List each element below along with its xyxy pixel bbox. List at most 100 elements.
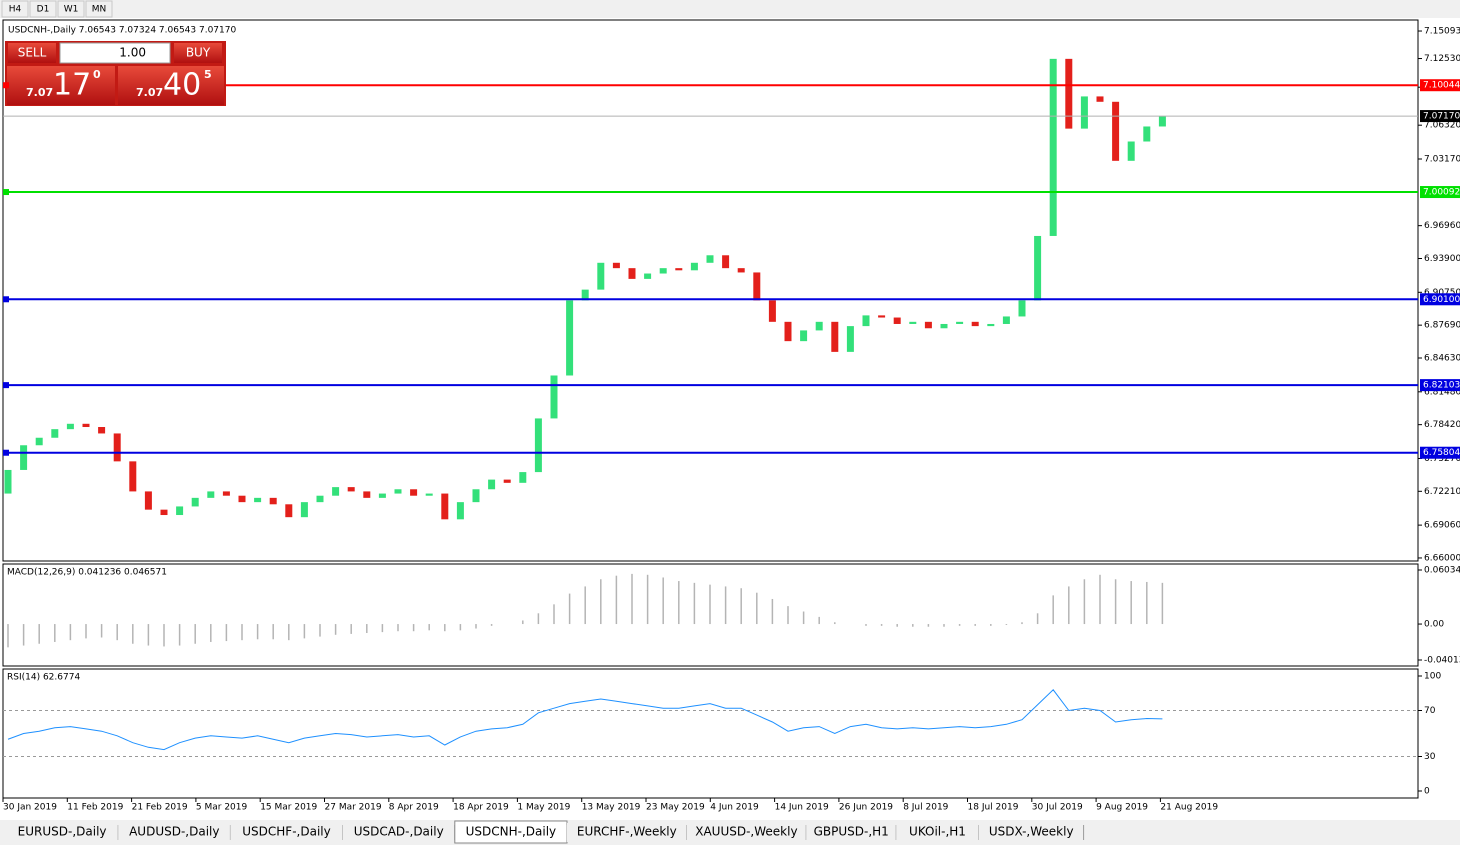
symbol-tab-label[interactable]: USDCAD-,Daily bbox=[354, 825, 444, 839]
timeframe-button[interactable] bbox=[29, 0, 57, 18]
candle bbox=[924, 321, 932, 329]
candle bbox=[113, 433, 121, 462]
candle bbox=[971, 321, 979, 327]
candle bbox=[940, 323, 948, 329]
candle bbox=[534, 418, 542, 473]
symbol-tab[interactable] bbox=[686, 823, 807, 842]
symbol-tab-label[interactable]: EURCHF-,Weekly bbox=[577, 825, 677, 839]
timeframe-button[interactable] bbox=[57, 0, 85, 18]
rsi-line bbox=[7, 689, 1163, 751]
symbol-tab-label[interactable]: USDX-,Weekly bbox=[989, 825, 1074, 839]
symbol-tab[interactable] bbox=[342, 823, 455, 842]
candle bbox=[410, 489, 418, 496]
candle bbox=[956, 321, 964, 324]
date-label: 4 Jun 2019 bbox=[710, 803, 759, 813]
rsi-tick-label: 0 bbox=[1424, 787, 1430, 797]
y-tick-label: 7.12530 bbox=[1424, 54, 1460, 64]
date-label: 8 Jul 2019 bbox=[903, 803, 948, 813]
sell-button[interactable] bbox=[8, 43, 56, 63]
sell-price-pips: 17 bbox=[53, 68, 91, 103]
candle bbox=[425, 493, 433, 496]
symbol-tab[interactable] bbox=[230, 823, 343, 842]
buy-button[interactable] bbox=[174, 43, 222, 63]
date-label: 21 Feb 2019 bbox=[132, 803, 188, 813]
date-label: 5 Mar 2019 bbox=[196, 803, 248, 813]
macd-title: MACD(12,26,9) 0.041236 0.046571 bbox=[7, 568, 167, 578]
symbol-tab-label[interactable]: USDCNH-,Daily bbox=[466, 825, 557, 839]
symbol-tab-label[interactable]: EURUSD-,Daily bbox=[18, 825, 107, 839]
lot-field[interactable] bbox=[59, 42, 171, 64]
rsi-title: RSI(14) 62.6774 bbox=[7, 673, 80, 683]
symbol-tab-label[interactable]: GBPUSD-,H1 bbox=[814, 825, 889, 839]
sell-price-box[interactable] bbox=[7, 66, 115, 105]
candle bbox=[644, 273, 652, 279]
symbol-tab[interactable] bbox=[806, 823, 897, 842]
candle bbox=[1112, 101, 1120, 161]
candle bbox=[1049, 58, 1057, 236]
candle bbox=[1158, 116, 1166, 127]
symbol-tab[interactable] bbox=[118, 823, 231, 842]
candle bbox=[20, 445, 28, 470]
y-tick-label: 6.93900 bbox=[1424, 254, 1460, 264]
timeframe-label[interactable]: MN bbox=[92, 5, 107, 15]
candle bbox=[363, 491, 371, 498]
y-tick-label: 6.84630 bbox=[1424, 353, 1460, 363]
candle bbox=[238, 495, 246, 503]
level-label: 6.82103 bbox=[1423, 381, 1460, 391]
timeframe-label[interactable]: W1 bbox=[64, 5, 79, 15]
candle bbox=[846, 326, 854, 352]
timeframe-button[interactable] bbox=[1, 0, 29, 18]
buy-price-frac: 5 bbox=[204, 68, 212, 81]
candle bbox=[768, 300, 776, 322]
date-label: 11 Feb 2019 bbox=[67, 803, 123, 813]
candle bbox=[300, 502, 308, 518]
y-tick-label: 6.78420 bbox=[1424, 420, 1460, 430]
timeframe-label[interactable]: H4 bbox=[9, 5, 22, 15]
lot-value[interactable]: 1.00 bbox=[119, 46, 146, 60]
symbol-tab[interactable] bbox=[978, 823, 1084, 842]
symbol-tab[interactable] bbox=[6, 823, 119, 842]
buy-label[interactable]: BUY bbox=[186, 46, 211, 60]
symbol-tab[interactable] bbox=[567, 823, 687, 842]
candle bbox=[675, 268, 683, 271]
symbol-tab-label[interactable]: UKOil-,H1 bbox=[909, 825, 966, 839]
candle bbox=[98, 427, 106, 434]
rsi-tick-label: 100 bbox=[1424, 672, 1441, 682]
candle bbox=[144, 491, 152, 510]
sell-label[interactable]: SELL bbox=[18, 46, 47, 60]
y-tick-label: 6.90750 bbox=[1424, 288, 1460, 298]
candle bbox=[597, 262, 605, 290]
main-frame bbox=[2, 19, 1419, 562]
symbol-tab[interactable] bbox=[896, 823, 979, 842]
candle bbox=[519, 472, 527, 483]
timeframe-label[interactable]: D1 bbox=[37, 5, 50, 15]
symbol-tab-label[interactable]: XAUUSD-,Weekly bbox=[695, 825, 797, 839]
level-marker bbox=[3, 82, 9, 89]
date-label: 15 Mar 2019 bbox=[260, 803, 317, 813]
candle bbox=[1143, 126, 1151, 142]
buy-price-big: 7.07 bbox=[136, 86, 163, 99]
candle bbox=[1034, 235, 1042, 301]
symbol-tab-label[interactable]: AUDUSD-,Daily bbox=[129, 825, 219, 839]
candle bbox=[82, 423, 90, 428]
candle bbox=[456, 502, 464, 520]
candle bbox=[831, 321, 839, 352]
buy-price-box[interactable] bbox=[118, 66, 224, 105]
timeframe-button[interactable] bbox=[85, 0, 113, 18]
candle bbox=[66, 423, 74, 430]
date-label: 23 May 2019 bbox=[646, 803, 705, 813]
candle bbox=[1127, 141, 1135, 161]
candle bbox=[1096, 96, 1104, 102]
level-marker bbox=[3, 189, 9, 196]
y-tick-label: 6.81480 bbox=[1424, 387, 1460, 397]
level-label: 7.00092 bbox=[1423, 188, 1460, 198]
y-tick-label: 6.69060 bbox=[1424, 521, 1460, 531]
y-tick-label: 6.96960 bbox=[1424, 221, 1460, 231]
candle bbox=[269, 497, 277, 505]
date-label: 1 May 2019 bbox=[517, 803, 570, 813]
candle bbox=[160, 509, 168, 516]
candle bbox=[566, 300, 574, 376]
symbol-tab-label[interactable]: USDCHF-,Daily bbox=[242, 825, 330, 839]
date-label: 26 Jun 2019 bbox=[839, 803, 893, 813]
